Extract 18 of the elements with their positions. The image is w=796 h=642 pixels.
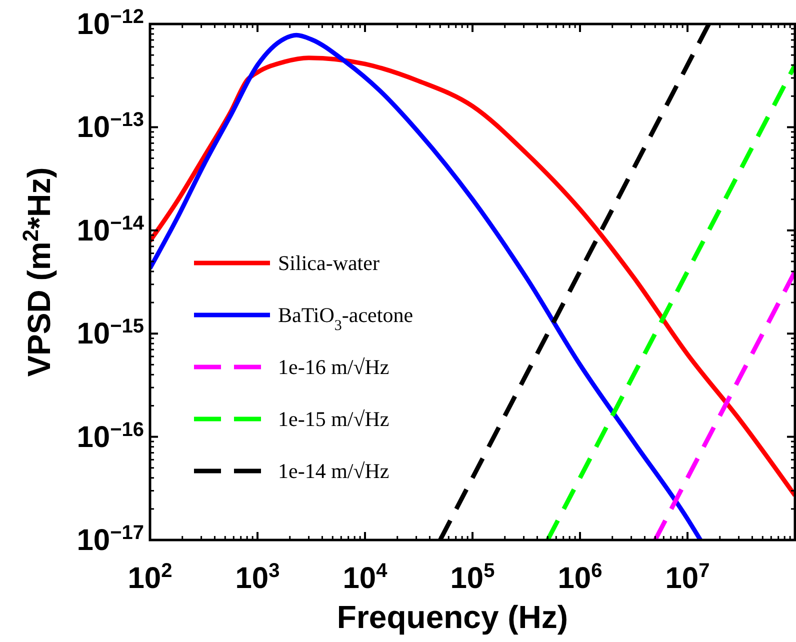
x-tick-label: 10$^{5}$ bbox=[450, 560, 495, 595]
x-tick-label: 10$^{2}$ bbox=[128, 560, 172, 595]
legend-label: BaTiO$_{3}$-acetone bbox=[278, 303, 414, 334]
legend-label: Silica-water bbox=[278, 251, 380, 275]
y-tick-label: 10$^{−16}$ bbox=[76, 418, 144, 454]
y-tick-label: 10$^{−15}$ bbox=[76, 316, 144, 351]
x-tick-label: 10$^{4}$ bbox=[342, 560, 388, 595]
x-tick-label: 10$^{7}$ bbox=[665, 560, 710, 595]
y-tick-label: 10$^{−17}$ bbox=[76, 522, 144, 557]
legend-label: 1e-16 m/√Hz bbox=[278, 355, 390, 379]
x-axis-title: Frequency (Hz) bbox=[336, 599, 568, 635]
y-tick-label: 10$^{−14}$ bbox=[76, 212, 145, 248]
x-tick-label: 10$^{6}$ bbox=[558, 560, 602, 595]
x-tick-label: 10$^{3}$ bbox=[235, 560, 280, 595]
legend-label: 1e-14 m/√Hz bbox=[278, 459, 390, 483]
y-tick-label: 10$^{−13}$ bbox=[76, 109, 144, 144]
legend-label: 1e-15 m/√Hz bbox=[278, 407, 390, 431]
y-tick-label: 10$^{−12}$ bbox=[76, 6, 144, 41]
